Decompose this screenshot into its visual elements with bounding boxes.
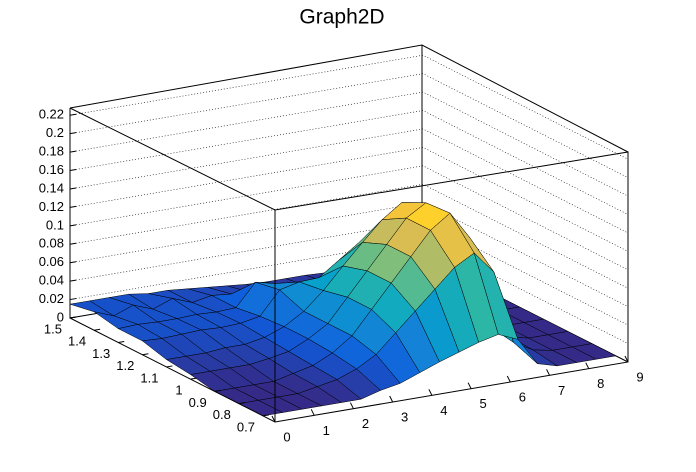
y-tick-label: 1.2: [116, 358, 134, 373]
z-tick: [69, 298, 77, 301]
x-tick: [310, 409, 315, 416]
y-tick: [166, 365, 173, 368]
y-tick: [69, 316, 77, 319]
x-tick: [467, 382, 472, 389]
y-tick-label: 0.7: [237, 419, 255, 434]
axis-labels: 0 0.02 0.04 0.06 0.08 0.1 0.12 0.14 0.16 0.18 0.2 0…: [39, 107, 644, 445]
y-tick: [94, 328, 101, 331]
z-tick: [69, 242, 77, 245]
z-tick-label: 0.16: [39, 162, 64, 177]
x-tick: [349, 402, 354, 409]
front-box: [69, 107, 629, 423]
z-tick-label: 0.02: [39, 291, 64, 306]
y-tick-label: 0.9: [189, 395, 207, 410]
y-tick-label: 1.3: [92, 346, 110, 361]
x-tick-label: 6: [519, 389, 526, 404]
y-tick: [262, 414, 270, 417]
y-tick-label: 0.8: [213, 407, 231, 422]
z-tick-label: 0.22: [39, 107, 64, 122]
z-tick-label: 0.12: [39, 199, 64, 214]
chart-title: Graph2D: [299, 6, 384, 29]
z-tick-label: 0.1: [46, 217, 64, 232]
z-tick-label: 0.08: [39, 236, 64, 251]
x-tick-label: 7: [558, 383, 565, 398]
z-tick: [69, 261, 77, 264]
x-tick-label: 9: [636, 369, 643, 384]
z-tick-label: 0.04: [39, 273, 64, 288]
z-tick-label: 0.18: [39, 144, 64, 159]
z-tick: [69, 187, 77, 190]
y-tick: [238, 402, 245, 405]
x-tick: [428, 389, 433, 396]
z-tick-label: 0.06: [39, 254, 64, 269]
x-tick: [271, 415, 276, 423]
y-tick-label: 1.1: [140, 370, 158, 385]
back-top-edges: [69, 44, 629, 153]
x-tick-label: 8: [597, 376, 604, 391]
y-tick-label: 1: [175, 383, 182, 398]
z-tick-label: 0: [57, 309, 64, 324]
x-tick: [506, 375, 511, 383]
x-tick-label: 0: [283, 429, 290, 444]
x-tick: [389, 395, 394, 403]
z-tick: [69, 279, 77, 282]
x-tick: [585, 362, 590, 369]
y-tick-label: 1.5: [44, 321, 62, 336]
y-tick: [118, 340, 125, 343]
y-tick: [142, 353, 149, 356]
x-tick: [546, 369, 551, 376]
z-tick: [69, 224, 77, 227]
x-tick-label: 2: [362, 416, 369, 431]
z-tick: [69, 150, 77, 153]
y-tick: [190, 377, 197, 380]
z-tick-label: 0.2: [46, 125, 64, 140]
surface: [69, 202, 617, 417]
z-tick-label: 0.14: [39, 180, 64, 195]
z-tick: [69, 169, 77, 172]
x-tick: [624, 355, 629, 363]
z-tick: [69, 205, 77, 208]
z-tick: [69, 132, 77, 135]
front-edges: [69, 107, 629, 423]
z-tick: [69, 113, 77, 116]
x-tick-label: 3: [401, 409, 408, 424]
x-tick-label: 5: [479, 396, 486, 411]
y-tick: [214, 389, 221, 392]
x-tick-label: 1: [323, 423, 330, 438]
y-tick-label: 1.4: [68, 334, 86, 349]
x-tick-label: 4: [440, 403, 447, 418]
